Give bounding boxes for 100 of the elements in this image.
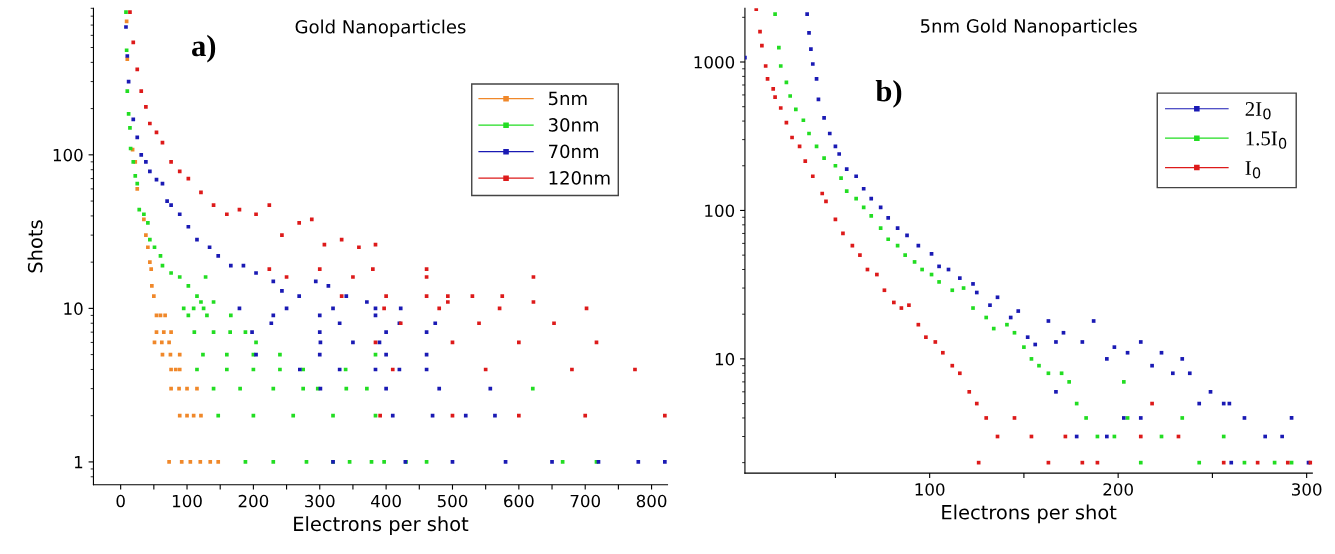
x-tick-label: 800 — [636, 494, 667, 508]
point — [169, 330, 173, 334]
point — [216, 460, 221, 464]
point — [788, 94, 793, 98]
point — [185, 413, 189, 418]
point — [937, 280, 941, 284]
point — [773, 12, 777, 17]
legend-label: 30nm — [548, 118, 599, 132]
x-tick-label: 200 — [238, 494, 269, 508]
point — [254, 212, 258, 217]
x-axis-title: Electrons per shot — [942, 504, 1117, 524]
point — [199, 190, 203, 195]
point — [446, 300, 450, 304]
x-tick-label: 200 — [1103, 483, 1133, 496]
point — [179, 460, 184, 464]
point — [317, 267, 322, 272]
point — [152, 294, 156, 299]
y-tick-label: 100 — [705, 204, 735, 218]
point — [357, 245, 361, 250]
x-tick-label: 400 — [371, 494, 401, 508]
legend-label: 2I$_{0}$ — [1245, 102, 1271, 120]
point — [950, 288, 955, 293]
annotation: b) — [875, 80, 902, 108]
point — [371, 267, 375, 272]
point — [378, 413, 382, 418]
point — [583, 413, 588, 418]
point — [663, 413, 667, 418]
annotation: a) — [192, 34, 216, 63]
point — [984, 416, 989, 420]
point — [858, 253, 862, 257]
point — [854, 196, 858, 201]
point — [803, 159, 808, 163]
point — [267, 203, 272, 208]
x-tick-label: 500 — [437, 494, 468, 508]
y-tick-label: 10 — [715, 352, 735, 366]
x-tick-label: 700 — [570, 494, 601, 508]
legend-label: 5nm — [548, 91, 587, 106]
point — [886, 237, 891, 242]
point — [1121, 380, 1126, 384]
x-tick-label: 0 — [116, 494, 125, 508]
x-tick-label: 300 — [305, 494, 335, 508]
x-tick-label: 300 — [1292, 483, 1322, 496]
point — [280, 233, 284, 237]
point — [500, 294, 505, 299]
point — [763, 64, 768, 68]
point — [144, 233, 148, 237]
y-tick-label: 1000 — [694, 55, 735, 69]
point — [477, 321, 481, 326]
y-tick-label: 100 — [53, 148, 83, 162]
text: 5nm Gold Nanoparticles — [920, 18, 1137, 37]
point — [778, 106, 783, 110]
point — [941, 350, 945, 355]
point — [139, 89, 144, 93]
point — [1180, 416, 1185, 420]
point — [793, 107, 798, 112]
text: Gold Nanoparticles — [295, 19, 466, 38]
point — [446, 294, 450, 299]
point — [907, 303, 911, 308]
point — [167, 460, 171, 464]
point — [148, 260, 152, 264]
point — [1037, 363, 1041, 368]
point — [924, 335, 928, 340]
y-tick-label: 10 — [64, 302, 83, 315]
point — [169, 160, 173, 164]
legend-label: I$_{0}$ — [1245, 161, 1261, 179]
point — [778, 64, 783, 68]
point — [971, 306, 975, 310]
point — [1084, 416, 1088, 420]
point — [758, 29, 762, 34]
point — [351, 275, 355, 279]
point — [267, 267, 272, 272]
point — [1005, 322, 1009, 327]
point — [552, 321, 556, 326]
point — [384, 294, 388, 299]
point — [161, 330, 166, 334]
point — [861, 205, 866, 210]
point — [822, 156, 826, 160]
legend-label: 70nm — [549, 144, 599, 159]
point — [146, 245, 150, 250]
point — [128, 10, 132, 14]
point — [967, 389, 972, 394]
point — [869, 213, 874, 218]
point — [135, 187, 140, 191]
point — [517, 413, 521, 418]
x-axis-title: Electrons per shot — [294, 516, 469, 535]
point — [225, 212, 229, 217]
point — [297, 221, 302, 225]
point — [198, 460, 203, 464]
point — [810, 174, 815, 179]
point — [199, 413, 203, 418]
y-axis-title: Shots — [27, 220, 43, 273]
x-tick-label: 600 — [504, 494, 534, 508]
point — [208, 460, 213, 464]
x-tick-label: 100 — [172, 494, 202, 508]
point — [933, 340, 938, 344]
point — [957, 371, 962, 376]
point — [773, 95, 777, 99]
point — [144, 105, 148, 109]
point — [839, 176, 843, 180]
point — [1022, 345, 1026, 349]
